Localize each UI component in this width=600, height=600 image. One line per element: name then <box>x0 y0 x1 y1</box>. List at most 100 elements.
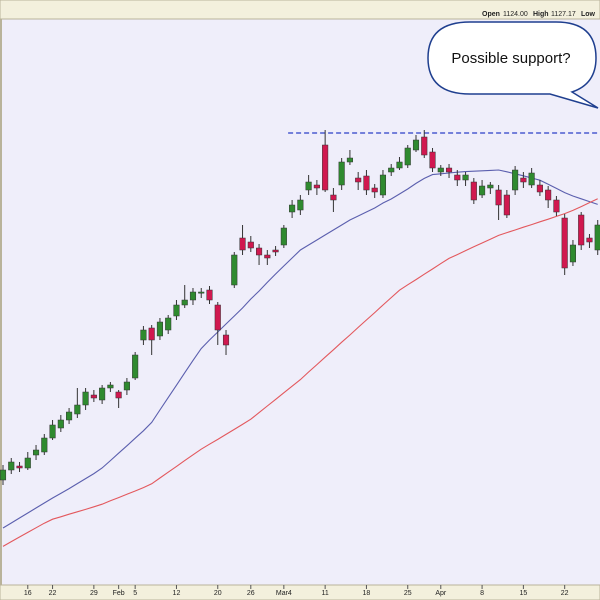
candle-body <box>388 167 395 173</box>
candle-body <box>107 384 114 389</box>
x-tick-label: 16 <box>24 590 32 597</box>
x-tick-label: 20 <box>214 590 222 597</box>
candle-body <box>594 224 600 251</box>
candle-body <box>586 237 593 243</box>
candle-body <box>512 169 519 191</box>
candle-body <box>338 161 345 186</box>
x-tick-label: 12 <box>173 590 181 597</box>
candle-body <box>198 291 205 294</box>
candle-body <box>239 237 246 251</box>
x-tick-label: 15 <box>519 590 527 597</box>
candle-body <box>396 161 403 169</box>
x-tick-label: 18 <box>363 590 371 597</box>
x-tick-label: 29 <box>90 590 98 597</box>
header-label: High <box>533 11 549 18</box>
candle-body <box>82 391 89 406</box>
candle-body <box>404 147 411 166</box>
candle-body <box>363 175 370 191</box>
candle-body <box>379 174 387 196</box>
candle-body <box>74 404 81 415</box>
candle-body <box>49 424 56 439</box>
candle-body <box>371 187 378 193</box>
average-line <box>2 169 598 529</box>
callout-bubble <box>427 21 599 109</box>
candle-body <box>479 185 486 196</box>
candle-body <box>462 174 469 181</box>
candle-body <box>561 217 568 269</box>
candle-body <box>189 291 197 301</box>
candle-body <box>322 144 329 191</box>
candle-body <box>247 241 254 249</box>
x-tick-label: 8 <box>480 590 484 597</box>
candle-body <box>313 184 320 189</box>
candle-body <box>272 249 279 253</box>
candle-body <box>8 461 15 471</box>
candle-body <box>528 172 535 186</box>
header-label: Low <box>581 11 596 18</box>
candle-body <box>16 465 23 469</box>
candle-body <box>330 194 337 201</box>
candle-body <box>24 457 31 469</box>
x-tick-label: 22 <box>49 590 57 597</box>
candle-body <box>148 327 155 341</box>
candle-body <box>297 199 304 211</box>
x-tick-label: 26 <box>247 590 255 597</box>
candle-body <box>545 189 552 201</box>
candle-body <box>429 151 436 169</box>
candle-body <box>115 391 122 399</box>
candle-body <box>289 204 296 213</box>
candle-body <box>181 299 188 306</box>
callout: Possible support? <box>427 21 599 109</box>
callout-text: Possible support? <box>451 50 570 67</box>
header-bar <box>0 0 600 20</box>
candle-body <box>156 321 163 337</box>
candle-body <box>32 449 40 456</box>
candle-body <box>173 304 180 317</box>
candle-body <box>412 139 420 151</box>
candle-body <box>123 381 130 391</box>
candle-body <box>140 329 147 341</box>
candle-body <box>454 174 461 181</box>
candle-body <box>57 419 64 429</box>
candle-body <box>66 411 73 421</box>
candle-body <box>90 394 97 399</box>
marks <box>0 130 600 547</box>
candle-body <box>421 136 428 156</box>
candle-body <box>445 167 453 173</box>
x-tick-label: Mar4 <box>276 590 292 597</box>
candle-body <box>214 304 221 331</box>
candle-body <box>264 254 271 259</box>
candle-body <box>569 244 576 263</box>
average-line <box>2 198 598 547</box>
header-value: 1127.17 <box>551 11 576 18</box>
x-tick-label: Feb <box>113 590 125 597</box>
header-value: 1124.00 <box>503 11 528 18</box>
candle-body <box>470 181 477 201</box>
candle-body <box>256 247 263 256</box>
candle-body <box>346 157 353 163</box>
candle-body <box>487 184 494 189</box>
candle-body <box>536 184 543 193</box>
x-tick-label: 11 <box>321 590 328 597</box>
x-tick-label: Apr <box>435 590 447 597</box>
candle-body <box>495 189 502 206</box>
candle-body <box>0 469 7 481</box>
candle-body <box>280 227 287 246</box>
x-tick-label: 25 <box>404 590 412 597</box>
candle-body <box>222 334 230 346</box>
candle-body <box>553 199 560 213</box>
x-tick-label: 5 <box>133 590 137 597</box>
candle-body <box>578 214 585 246</box>
candle-body <box>437 167 444 173</box>
candle-body <box>355 177 362 183</box>
candle-body <box>41 437 48 453</box>
header-label: Open <box>482 11 500 18</box>
candle-body <box>503 194 510 216</box>
candle-body <box>99 387 106 401</box>
candle-body <box>206 289 213 301</box>
candle-body <box>165 317 172 331</box>
candle-body <box>520 177 527 183</box>
